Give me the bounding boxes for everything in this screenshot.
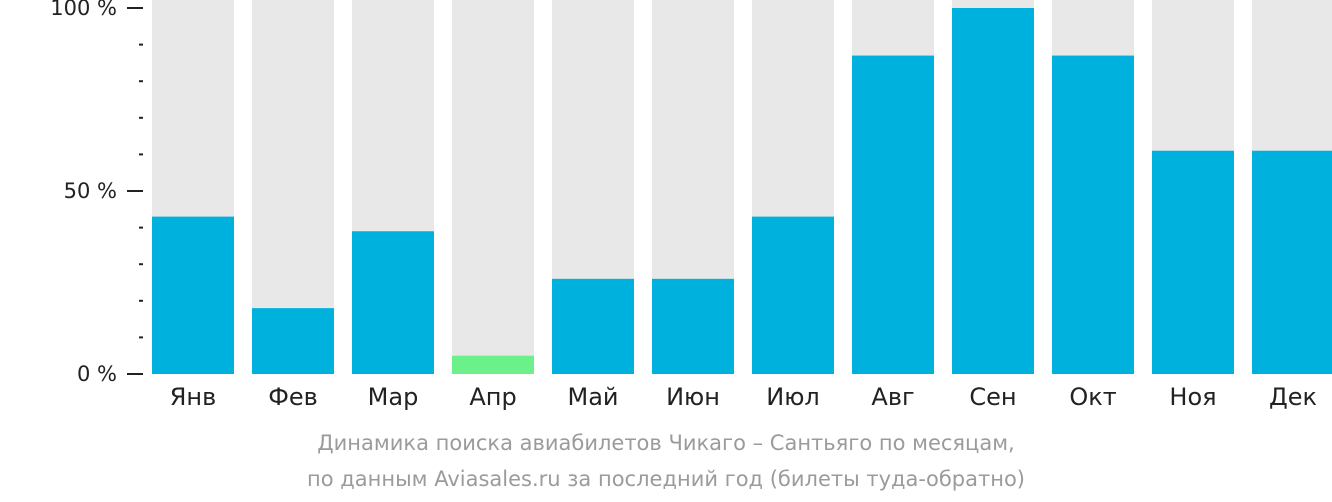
y-axis: 0 % 50 % 100 % xyxy=(50,0,143,386)
bar-9 xyxy=(952,8,1034,374)
x-tick-label-11: Ноя xyxy=(1169,383,1216,411)
bar-8 xyxy=(852,55,934,375)
bar-4 xyxy=(452,355,534,374)
caption-line-1: Динамика поиска авиабилетов Чикаго – Сан… xyxy=(317,431,1015,455)
x-tick-label-4: Апр xyxy=(469,383,516,411)
x-tick-label-8: Авг xyxy=(871,383,914,411)
bar-12 xyxy=(1252,150,1332,374)
bar-10 xyxy=(1052,55,1134,375)
caption-line-2: по данным Aviasales.ru за последний год … xyxy=(307,467,1025,491)
x-tick-label-7: Июл xyxy=(766,383,820,411)
x-tick-label-12: Дек xyxy=(1269,383,1317,411)
x-tick-label-2: Фев xyxy=(268,383,318,411)
data-bars xyxy=(152,8,1332,375)
y-tick-label: 50 % xyxy=(64,179,117,203)
bar-1 xyxy=(152,216,234,374)
x-tick-label-9: Сен xyxy=(969,383,1016,411)
x-tick-label-1: Янв xyxy=(170,383,217,411)
bar-5 xyxy=(552,278,634,374)
y-tick-label: 0 % xyxy=(77,362,117,386)
x-tick-label-10: Окт xyxy=(1069,383,1116,411)
x-tick-label-5: Май xyxy=(567,383,618,411)
bar-11 xyxy=(1152,150,1234,374)
bar-7 xyxy=(752,216,834,374)
x-tick-label-3: Мар xyxy=(368,383,419,411)
bar-chart: 0 % 50 % 100 % Янв Фев Мар Апр Май Июн Июл Авг Сен… xyxy=(50,0,1332,411)
bar-6 xyxy=(652,278,734,374)
bar-2 xyxy=(252,308,334,374)
x-axis: Янв Фев Мар Апр Май Июн Июл Авг Сен Окт Ноя Дек xyxy=(170,383,1317,411)
bar-3 xyxy=(352,231,434,374)
y-tick-label: 100 % xyxy=(50,0,117,20)
bar-track-4 xyxy=(452,0,534,374)
x-tick-label-6: Июн xyxy=(666,383,720,411)
